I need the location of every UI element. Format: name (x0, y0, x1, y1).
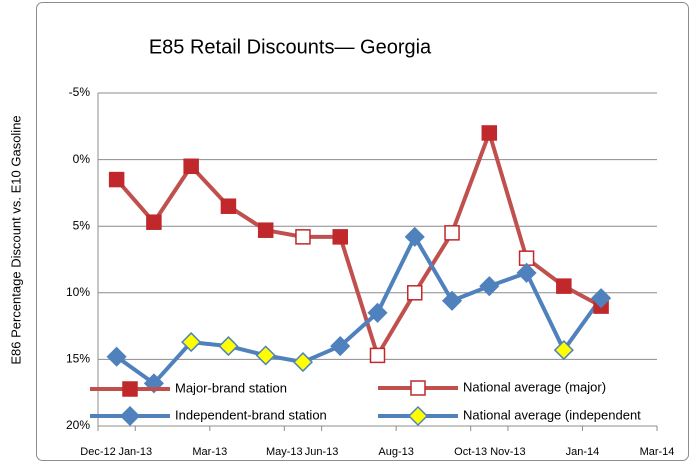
y-tick-label: 0% (73, 152, 91, 166)
data-point (556, 278, 572, 294)
y-tick-label: 10% (66, 285, 90, 299)
x-tick-label: Nov-13 (490, 446, 525, 458)
data-point (108, 171, 125, 188)
x-tick-label: Mar-14 (640, 446, 675, 458)
data-point (444, 225, 460, 241)
y-tick-label: 20% (66, 418, 90, 432)
chart-border (36, 2, 689, 461)
legend-label: National average (major) (463, 379, 606, 394)
data-point (183, 158, 199, 175)
data-point (332, 229, 348, 245)
data-point (553, 340, 574, 361)
x-tick-label: Jan-13 (118, 446, 152, 458)
x-tick-label: Aug-13 (378, 446, 413, 458)
legend-label: National average (independent (463, 407, 641, 422)
data-point (330, 336, 351, 357)
data-point (516, 262, 537, 283)
data-point (218, 336, 239, 357)
x-tick-label: Dec-12 (80, 446, 115, 458)
data-point (591, 288, 612, 309)
data-point (367, 302, 388, 323)
legend-marker (119, 405, 141, 427)
legend-marker (407, 405, 429, 427)
data-point (255, 345, 276, 366)
data-point (257, 222, 274, 238)
legend-label: Major-brand station (175, 380, 287, 395)
y-axis-label: E86 Percentage Discount vs. E10 Gasoline (8, 115, 23, 364)
data-point (441, 290, 463, 311)
data-point (292, 352, 314, 373)
y-tick-label: 15% (66, 352, 90, 366)
y-tick-label: 5% (73, 218, 91, 232)
x-tick-label: Mar-13 (192, 446, 227, 458)
legend-label: Independent-brand station (175, 407, 327, 422)
legend-marker (122, 381, 138, 397)
data-point (407, 285, 423, 301)
x-tick-label: Oct-13 (454, 446, 487, 458)
x-tick-label: Jun-13 (305, 446, 339, 458)
x-tick-label: May-13 (266, 446, 303, 458)
data-point (479, 276, 500, 297)
data-point (369, 347, 386, 364)
data-point (220, 198, 237, 214)
x-tick-label: Jan-14 (566, 446, 600, 458)
data-point (295, 229, 311, 245)
data-point (181, 332, 202, 353)
data-point (146, 214, 162, 230)
legend-marker (410, 380, 426, 396)
data-point (106, 346, 127, 367)
y-tick-label: -5% (69, 85, 91, 99)
data-point (481, 125, 498, 141)
chart-title: E85 Retail Discounts— Georgia (149, 36, 432, 58)
data-point (404, 226, 425, 247)
